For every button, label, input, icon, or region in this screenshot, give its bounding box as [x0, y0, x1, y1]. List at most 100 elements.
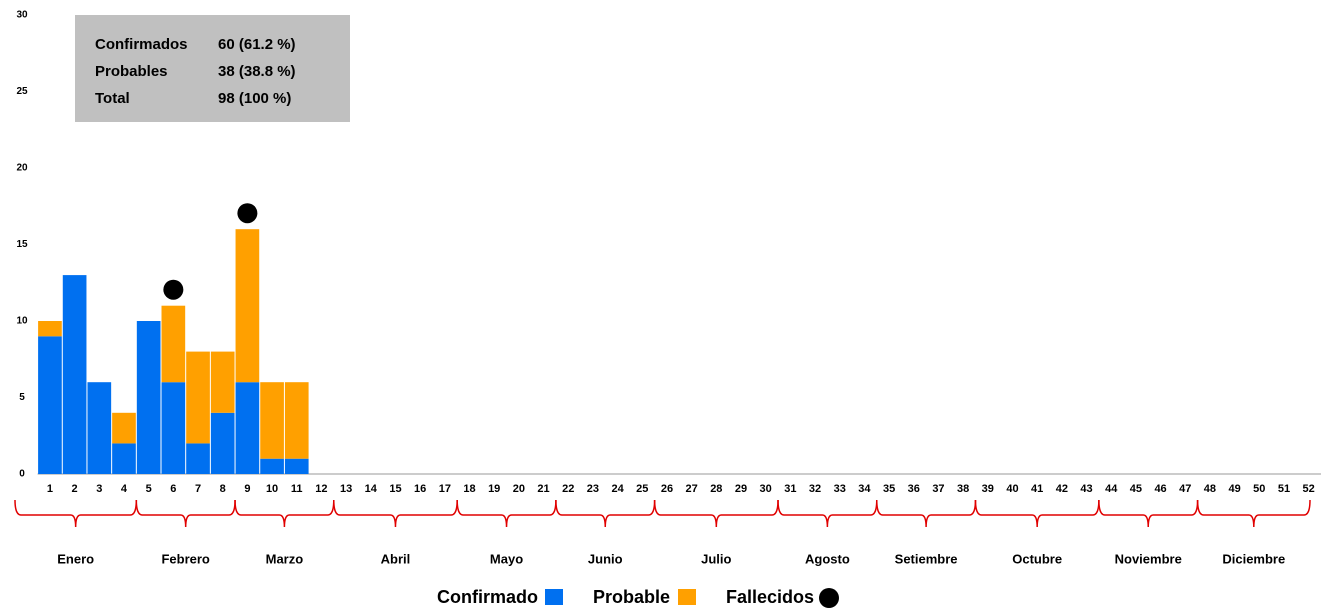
- bar-segment: [235, 229, 260, 383]
- death-marker: [163, 279, 184, 300]
- month-brace: [777, 499, 878, 528]
- month-label: Enero: [57, 551, 94, 566]
- x-tick-label: 48: [1204, 483, 1216, 495]
- x-tick-label: 14: [365, 483, 378, 495]
- legend-swatch: [678, 589, 696, 605]
- month-label: Agosto: [805, 551, 850, 566]
- bar-segment: [235, 382, 260, 474]
- month-label: Setiembre: [895, 551, 958, 566]
- x-tick-label: 46: [1154, 483, 1166, 495]
- y-tick-label: 5: [19, 392, 25, 403]
- summary-value: 98 (100 %): [218, 90, 291, 107]
- summary-box: [75, 15, 350, 122]
- month-brace: [653, 499, 779, 528]
- x-tick-label: 13: [340, 483, 352, 495]
- bar-segment: [186, 443, 210, 474]
- legend-label: Probable: [593, 587, 670, 607]
- month-label: Junio: [588, 551, 623, 566]
- x-tick-label: 38: [957, 483, 969, 495]
- x-tick-label: 22: [562, 483, 574, 495]
- month-brace: [1098, 499, 1199, 528]
- x-tick-label: 10: [266, 483, 278, 495]
- summary-value: 60 (61.2 %): [218, 36, 296, 53]
- x-tick-label: 31: [784, 483, 796, 495]
- x-tick-label: 35: [883, 483, 895, 495]
- x-tick-label: 49: [1228, 483, 1240, 495]
- x-tick-label: 30: [760, 483, 772, 495]
- month-label: Mayo: [490, 551, 523, 566]
- month-brace: [875, 499, 977, 528]
- bar-segment: [38, 336, 62, 474]
- x-tick-label: 21: [537, 483, 549, 495]
- x-tick-label: 47: [1179, 483, 1191, 495]
- x-tick-label: 23: [587, 483, 599, 495]
- month-label: Marzo: [266, 551, 304, 566]
- month-brace: [456, 499, 557, 528]
- x-tick-label: 28: [710, 483, 722, 495]
- bar-segment: [210, 412, 235, 474]
- x-tick-label: 5: [146, 483, 152, 495]
- x-tick-label: 37: [932, 483, 944, 495]
- month-label: Octubre: [1012, 551, 1062, 566]
- y-tick-label: 25: [16, 86, 28, 97]
- x-tick-label: 15: [389, 483, 401, 495]
- death-marker: [237, 203, 258, 224]
- x-tick-label: 41: [1031, 483, 1043, 495]
- summary-label: Confirmados: [95, 36, 188, 53]
- x-tick-label: 17: [439, 483, 451, 495]
- x-tick-label: 29: [735, 483, 747, 495]
- month-brace: [14, 499, 138, 528]
- x-tick-label: 24: [611, 483, 624, 495]
- bar-segment: [112, 412, 136, 444]
- x-tick-label: 42: [1056, 483, 1068, 495]
- month-label: Febrero: [161, 551, 209, 566]
- month-label: Noviembre: [1115, 551, 1182, 566]
- x-tick-label: 11: [291, 483, 303, 495]
- x-tick-label: 52: [1303, 483, 1315, 495]
- bar-segment: [112, 443, 136, 474]
- x-tick-label: 1: [47, 483, 53, 495]
- x-tick-label: 18: [463, 483, 475, 495]
- bar-segment: [136, 321, 161, 474]
- legend-label: Fallecidos: [726, 587, 814, 607]
- month-brace: [135, 499, 236, 528]
- x-tick-label: 8: [220, 483, 226, 495]
- x-tick-label: 50: [1253, 483, 1265, 495]
- x-tick-label: 45: [1130, 483, 1142, 495]
- bar-segment: [284, 382, 309, 459]
- bar-segment: [87, 382, 112, 474]
- x-tick-label: 34: [858, 483, 871, 495]
- x-tick-label: 51: [1278, 483, 1290, 495]
- month-brace: [555, 499, 656, 528]
- bar-segment: [284, 458, 309, 474]
- bar-segment: [62, 275, 87, 474]
- x-tick-label: 2: [72, 483, 78, 495]
- bar-segment: [186, 351, 210, 444]
- x-tick-label: 7: [195, 483, 201, 495]
- summary-label: Total: [95, 90, 130, 107]
- month-label: Abril: [381, 551, 411, 566]
- y-tick-label: 0: [19, 469, 25, 480]
- x-tick-label: 44: [1105, 483, 1118, 495]
- x-tick-label: 36: [908, 483, 920, 495]
- x-tick-label: 4: [121, 483, 128, 495]
- x-tick-label: 27: [686, 483, 698, 495]
- bar-segment: [38, 321, 62, 337]
- x-tick-label: 6: [170, 483, 176, 495]
- summary-value: 38 (38.8 %): [218, 63, 296, 80]
- month-brace: [974, 499, 1100, 528]
- bar-segment: [260, 382, 284, 459]
- y-tick-label: 10: [16, 316, 28, 327]
- month-brace: [333, 499, 458, 528]
- x-tick-label: 9: [244, 483, 250, 495]
- legend-label: Confirmado: [437, 587, 538, 607]
- x-tick-label: 25: [636, 483, 648, 495]
- x-tick-label: 19: [488, 483, 500, 495]
- bar-segment: [161, 382, 186, 474]
- bar-segment: [260, 458, 284, 474]
- x-tick-label: 40: [1006, 483, 1018, 495]
- x-tick-label: 39: [982, 483, 994, 495]
- month-label: Diciembre: [1222, 551, 1285, 566]
- y-tick-label: 30: [16, 10, 28, 21]
